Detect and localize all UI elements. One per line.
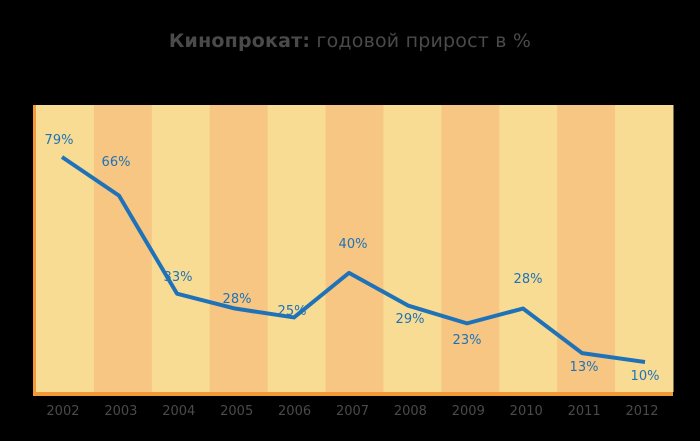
x-tick-label-2008: 2008 [394,404,427,419]
chart-title-bold: Кинопрокат: [168,30,311,52]
data-label-2011: 13% [570,360,599,375]
x-axis-labels: 2002 2003 2004 2005 2006 2007 2008 2009 2010 2011… [46,404,658,419]
left-axis-border [33,105,36,396]
x-tick-label-2011: 2011 [568,404,601,419]
x-tick-label-2004: 2004 [162,404,195,419]
column-band-2005 [209,105,269,392]
data-label-2004: 33% [164,270,193,285]
column-band-2006 [267,105,327,392]
column-band-2003 [93,105,153,392]
chart-title-rest: годовой прирост в % [310,30,532,52]
x-tick-label-2012: 2012 [625,404,658,419]
column-band-2010 [499,105,558,392]
bottom-axis-border [33,392,673,396]
column-band-2004 [151,105,211,392]
x-tick-label-2009: 2009 [452,404,485,419]
data-label-2002: 79% [45,133,74,148]
column-band-2008 [383,105,442,392]
column-band-2011 [557,105,616,392]
column-band-2002 [36,105,95,392]
column-band-2007 [325,105,384,392]
data-label-2006: 25% [278,304,307,319]
x-tick-label-2005: 2005 [220,404,253,419]
plot-borders [33,105,673,396]
column-band-2009 [441,105,500,392]
data-label-2005: 28% [223,292,252,307]
chart-title: Кинопрокат: годовой прирост в % [0,30,700,52]
column-band-2012 [615,105,674,392]
x-tick-label-2010: 2010 [510,404,543,419]
x-tick-label-2003: 2003 [104,404,137,419]
data-label-2003: 66% [102,155,131,170]
data-labels: 79% 66% 33% 28% 25% 40% 29% 23% 28% 13% 10% [45,133,660,384]
column-bands [36,105,674,392]
x-tick-label-2007: 2007 [336,404,369,419]
data-label-2010: 28% [514,272,543,287]
data-label-2012: 10% [631,369,660,384]
data-label-2009: 23% [453,333,482,348]
x-tick-label-2006: 2006 [278,404,311,419]
growth-line [60,155,646,364]
data-label-2008: 29% [396,312,425,327]
x-tick-label-2002: 2002 [46,404,79,419]
data-label-2007: 40% [339,237,368,252]
